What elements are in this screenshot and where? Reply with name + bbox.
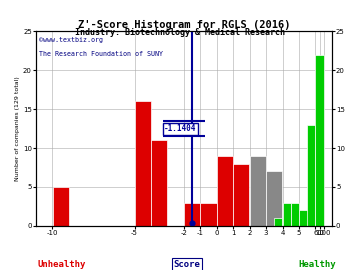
Y-axis label: Number of companies (129 total): Number of companies (129 total) [15,76,20,181]
Text: Unhealthy: Unhealthy [37,260,85,269]
Bar [266,171,282,226]
Bar [135,101,151,226]
Text: The Research Foundation of SUNY: The Research Foundation of SUNY [39,51,163,57]
Text: Industry: Biotechnology & Medical Research: Industry: Biotechnology & Medical Resear… [75,28,285,37]
Bar [274,218,283,226]
Bar [217,156,233,226]
Bar [291,202,299,226]
Bar [250,156,266,226]
Text: Score: Score [174,260,201,269]
Bar [315,55,324,226]
Bar [201,202,217,226]
Bar [184,202,200,226]
Bar [307,125,315,226]
Bar [233,164,249,226]
Bar [53,187,69,226]
Bar [283,202,291,226]
Text: Healthy: Healthy [298,260,336,269]
Text: -1.1404: -1.1404 [164,124,197,133]
Text: ©www.textbiz.org: ©www.textbiz.org [39,38,103,43]
Title: Z'-Score Histogram for RGLS (2016): Z'-Score Histogram for RGLS (2016) [78,21,290,31]
Bar [299,210,315,226]
Bar [151,140,167,226]
